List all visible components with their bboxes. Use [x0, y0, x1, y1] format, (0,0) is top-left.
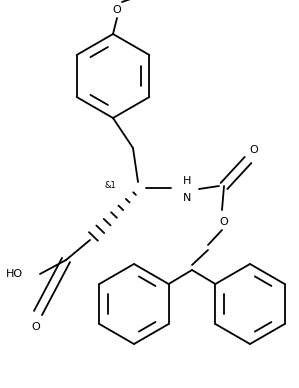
Text: H: H — [183, 176, 191, 186]
Text: &1: &1 — [104, 180, 116, 189]
Text: HO: HO — [5, 269, 22, 279]
Text: O: O — [113, 5, 121, 15]
Text: N: N — [183, 193, 191, 203]
Text: O: O — [250, 145, 258, 155]
Text: O: O — [220, 217, 228, 227]
Text: O: O — [32, 322, 40, 332]
